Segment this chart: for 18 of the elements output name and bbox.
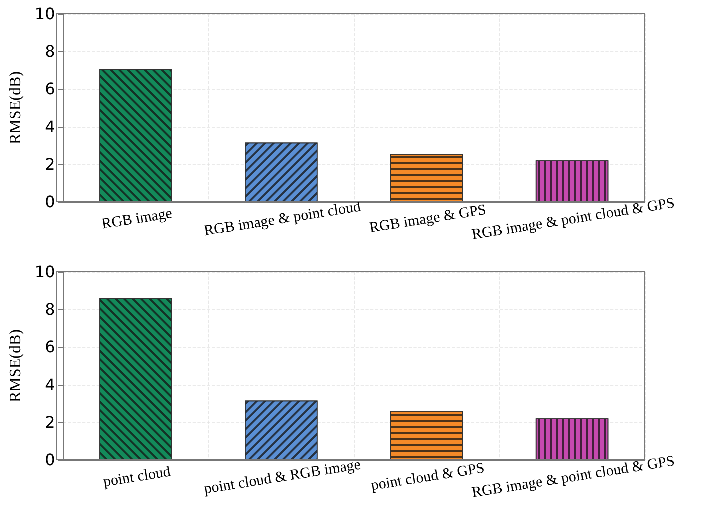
y-tick-label: 0 (45, 450, 56, 470)
x-tick-label: RGB image & point cloud (203, 199, 363, 240)
y-tick-label: 6 (45, 80, 56, 99)
y-axis-title: RMSE(dB) (8, 72, 24, 144)
y-tick-label: 2 (45, 412, 56, 432)
x-tick-label: point cloud (102, 464, 172, 491)
y-tick-label: 2 (45, 154, 56, 174)
x-tick-label: RGB image (100, 206, 174, 233)
y-tick-label: 4 (45, 375, 56, 394)
y-tick-label: 6 (45, 338, 56, 357)
y-tick-label: 10 (34, 4, 56, 24)
y-tick-label: 0 (45, 192, 56, 212)
y-tick-label: 4 (45, 117, 56, 136)
y-tick-label: 8 (45, 42, 56, 62)
y-tick-label: 10 (34, 262, 56, 282)
y-axis-title: RMSE(dB) (8, 330, 24, 402)
x-tick-label: point cloud & RGB image (203, 457, 362, 498)
y-tick-label: 8 (45, 300, 56, 320)
